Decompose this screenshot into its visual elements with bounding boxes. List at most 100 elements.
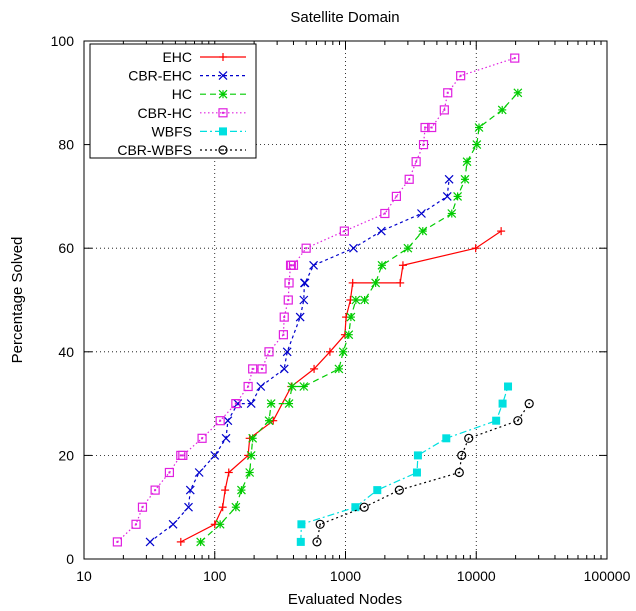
y-tick-label: 80 — [58, 137, 74, 153]
data-point — [403, 243, 413, 253]
data-point — [194, 468, 204, 477]
data-point — [325, 347, 334, 356]
data-point — [282, 347, 292, 357]
data-point — [137, 502, 148, 512]
data-point — [462, 157, 472, 167]
data-point — [256, 382, 266, 391]
data-point — [310, 364, 319, 373]
data-point — [299, 295, 309, 305]
data-point — [456, 71, 466, 81]
data-point — [391, 191, 401, 201]
data-point — [442, 434, 451, 443]
legend-label: CBR-EHC — [128, 68, 192, 84]
data-point — [223, 416, 233, 426]
data-point — [231, 502, 241, 512]
data-point — [351, 295, 361, 305]
data-point — [447, 209, 457, 218]
series-cbr-ehc — [145, 174, 454, 547]
x-tick-label: 10 — [76, 568, 92, 584]
data-point — [453, 191, 463, 201]
data-point — [351, 503, 360, 512]
data-point — [412, 468, 421, 477]
data-point — [418, 140, 429, 150]
series-wbfs — [296, 382, 513, 546]
data-point — [359, 502, 369, 512]
data-point — [243, 381, 253, 392]
data-point — [287, 382, 297, 391]
x-tick-label: 100 — [203, 568, 227, 584]
data-point — [279, 364, 289, 374]
data-point — [248, 364, 258, 374]
data-point — [457, 450, 467, 460]
data-point — [454, 467, 464, 478]
data-point — [315, 519, 325, 529]
data-point — [513, 416, 523, 426]
series-line — [180, 230, 502, 543]
data-point — [444, 174, 454, 184]
x-tick-label: 10000 — [457, 568, 496, 584]
chart-title: Satellite Domain — [290, 9, 399, 26]
data-point — [371, 278, 381, 288]
legend-label: WBFS — [152, 123, 192, 139]
data-point — [413, 451, 422, 460]
legend-label: CBR-HC — [138, 105, 192, 121]
data-point — [245, 468, 255, 477]
data-point — [150, 485, 160, 495]
data-point — [376, 226, 386, 236]
data-point — [442, 191, 452, 201]
data-point — [349, 243, 358, 253]
data-point — [246, 399, 256, 409]
data-point — [266, 399, 276, 409]
data-point — [278, 330, 288, 340]
data-point — [164, 467, 175, 478]
data-point — [439, 105, 449, 115]
series-line — [300, 386, 509, 542]
y-tick-label: 100 — [51, 33, 75, 49]
y-tick-label: 60 — [58, 240, 74, 256]
data-point — [460, 174, 470, 184]
data-point — [472, 140, 482, 150]
data-point — [297, 520, 306, 529]
x-tick-label: 1000 — [330, 568, 361, 584]
data-point — [344, 330, 354, 340]
data-point — [176, 537, 185, 546]
data-point — [184, 502, 193, 512]
data-point — [248, 433, 258, 443]
legend-label: HC — [172, 86, 192, 102]
y-tick-label: 0 — [66, 551, 74, 567]
data-point — [497, 105, 507, 115]
data-point — [279, 312, 289, 322]
legend-marker — [218, 71, 228, 81]
data-point — [221, 486, 230, 495]
legend-marker — [218, 89, 228, 99]
data-point — [398, 261, 407, 270]
legend: EHC CBR-EHC HC CBR-HC WBFS CBR-WBFS — [89, 43, 257, 159]
data-point — [264, 347, 274, 357]
series-cbr-wbfs — [312, 399, 534, 547]
data-point — [221, 433, 231, 443]
data-point — [513, 88, 523, 98]
data-point — [377, 260, 387, 270]
data-point — [394, 485, 404, 495]
data-point — [338, 347, 348, 357]
legend-label: CBR-WBFS — [117, 142, 192, 158]
data-point — [360, 295, 370, 305]
data-point — [185, 485, 195, 495]
data-point — [231, 399, 241, 409]
data-point — [404, 174, 414, 184]
legend-marker — [218, 108, 228, 118]
data-point — [504, 382, 513, 391]
data-point — [339, 226, 349, 236]
data-point — [346, 312, 356, 322]
data-point — [284, 399, 294, 409]
data-point — [284, 278, 294, 288]
data-point — [295, 312, 305, 322]
data-point — [510, 53, 520, 63]
series-cbr-hc — [112, 53, 520, 547]
series-hc — [196, 88, 523, 547]
data-point — [145, 537, 155, 547]
data-point — [524, 399, 534, 409]
data-point — [296, 537, 305, 546]
data-point — [246, 450, 256, 460]
